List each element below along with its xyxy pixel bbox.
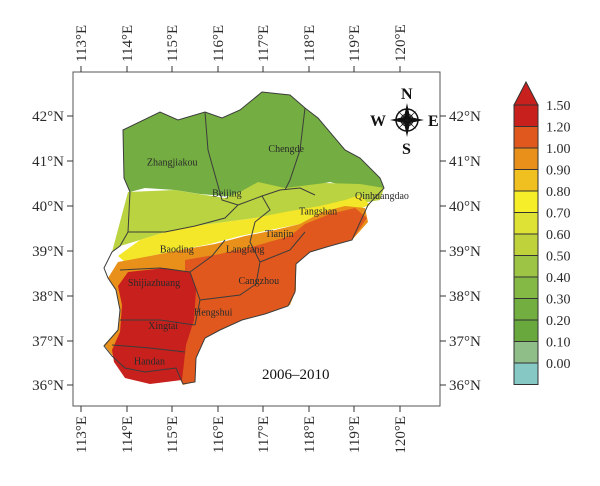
lat-tick-right: 40°N	[449, 199, 481, 215]
city-label: Chengde	[268, 144, 304, 155]
compass-north: N	[401, 86, 413, 103]
city-label: Tianjin	[265, 229, 294, 240]
lon-tick-bottom: 118°E	[302, 416, 318, 453]
colorbar-top-arrow	[513, 80, 539, 106]
lon-labels-bottom: 113°E 114°E 115°E 116°E 117°E 118°E 119°…	[74, 416, 409, 454]
colorbar-segment	[513, 233, 539, 256]
colorbar: 1.50 1.20 1.00 0.90 0.80 0.70 0.60 0.50 0.40 0.30…	[513, 80, 571, 385]
period-label: 2006–2010	[262, 367, 330, 383]
lon-tick-bottom: 115°E	[165, 416, 181, 453]
colorbar-segment	[513, 276, 539, 299]
lon-tick-bottom: 114°E	[120, 416, 136, 453]
lat-tick-left: 39°N	[32, 244, 64, 260]
compass-rose-icon: N S E W	[370, 86, 439, 158]
colorbar-label: 1.20	[546, 121, 571, 136]
colorbar-label: 0.20	[546, 314, 571, 329]
lon-tick-top: 119°E	[347, 25, 363, 62]
lon-tick-top: 113°E	[74, 25, 90, 62]
city-label: Baoding	[160, 245, 194, 256]
city-label: Handan	[134, 357, 165, 368]
lon-tick-top: 118°E	[302, 25, 318, 62]
lon-tick-bottom: 116°E	[211, 416, 227, 453]
colorbar-label: 0.70	[546, 207, 571, 222]
lon-labels-top: 113°E 114°E 115°E 116°E 117°E 118°E 119°…	[74, 24, 409, 62]
region-redorange	[176, 208, 367, 384]
colorbar-label: 1.00	[546, 142, 571, 157]
lon-tick-bottom: 119°E	[347, 416, 363, 453]
colorbar-segment	[513, 362, 539, 385]
colorbar-label: 0.00	[546, 357, 571, 372]
lat-tick-right: 39°N	[449, 244, 481, 260]
lon-tick-top: 115°E	[165, 25, 181, 62]
region-yellow	[118, 195, 370, 262]
lon-tick-bottom: 113°E	[74, 416, 90, 453]
colorbar-label: 0.60	[546, 228, 571, 243]
city-label: Hengshui	[194, 307, 233, 318]
colorbar-label: 0.30	[546, 293, 571, 308]
lat-tick-right: 38°N	[449, 289, 481, 305]
lat-labels-right: 42°N 41°N 40°N 39°N 38°N 37°N 36°N	[449, 109, 481, 394]
colorbar-segment	[513, 341, 539, 364]
lat-tick-left: 37°N	[32, 334, 64, 350]
colorbar-segment	[513, 147, 539, 170]
colorbar-label: 0.40	[546, 271, 571, 286]
colorbar-label: 0.90	[546, 164, 571, 179]
city-label: Xingtai	[148, 321, 178, 332]
lat-tick-right: 36°N	[449, 378, 481, 394]
colorbar-segment	[513, 126, 539, 149]
lat-tick-right: 42°N	[449, 109, 481, 125]
colorbar-segment	[513, 255, 539, 278]
city-label: Zhangjiakou	[147, 157, 198, 168]
lat-tick-right: 41°N	[449, 154, 481, 170]
colorbar-segment	[513, 298, 539, 321]
lat-tick-left: 41°N	[32, 154, 64, 170]
city-label: Beijing	[212, 189, 241, 200]
lat-labels-left: 42°N 41°N 40°N 39°N 38°N 37°N 36°N	[32, 109, 64, 394]
colorbar-label: 1.50	[546, 99, 571, 114]
region-red	[112, 268, 196, 384]
colorbar-segment	[513, 319, 539, 342]
colorbar-label: 0.80	[546, 185, 571, 200]
colorbar-segment	[513, 212, 539, 235]
lat-tick-left: 38°N	[32, 289, 64, 305]
colorbar-segment	[513, 104, 539, 127]
city-labels: Zhangjiakou Chengde Beijing Qinhuangdao Tang…	[128, 144, 409, 368]
city-label: Tangshan	[299, 207, 337, 218]
lon-tick-top: 116°E	[211, 25, 227, 62]
lat-tick-left: 36°N	[32, 378, 64, 394]
city-label: Shijiazhuang	[128, 278, 180, 289]
compass-east: E	[428, 113, 439, 130]
lat-tick-left: 42°N	[32, 109, 64, 125]
lon-tick-bottom: 117°E	[256, 416, 272, 453]
colorbar-segment	[513, 169, 539, 192]
city-label: Qinhuangdao	[355, 191, 409, 202]
lon-tick-bottom: 120°E	[393, 416, 409, 454]
city-label: Langfang	[226, 245, 264, 256]
compass-south: S	[402, 141, 411, 158]
lon-tick-top: 120°E	[393, 24, 409, 62]
colorbar-label: 0.50	[546, 250, 571, 265]
compass-west: W	[370, 113, 386, 130]
lon-tick-top: 117°E	[256, 25, 272, 62]
region-yellowgreen	[112, 182, 384, 252]
colorbar-label: 0.10	[546, 336, 571, 351]
axis-ticks	[67, 66, 446, 412]
lat-tick-right: 37°N	[449, 334, 481, 350]
city-boundaries	[103, 91, 385, 385]
lon-tick-top: 114°E	[120, 25, 136, 62]
region-north-green	[123, 92, 384, 198]
colorbar-segment	[513, 190, 539, 213]
city-label: Cangzhou	[239, 276, 280, 287]
lat-tick-left: 40°N	[32, 199, 64, 215]
